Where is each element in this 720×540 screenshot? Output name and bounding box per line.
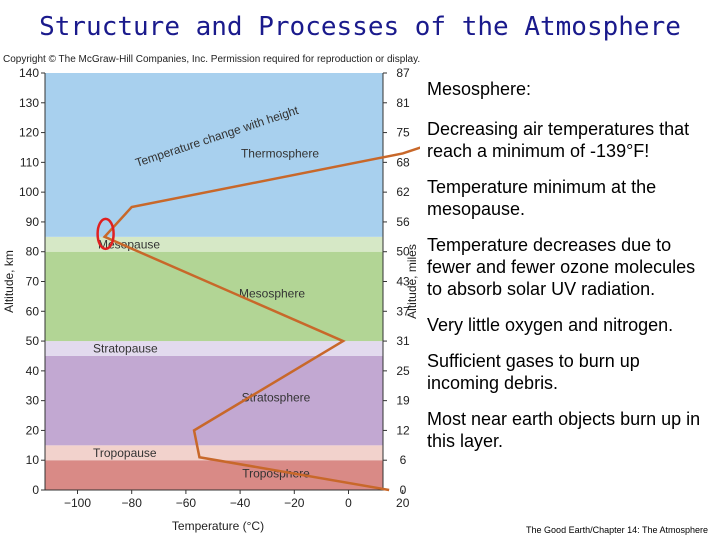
text-panel: Mesosphere: Decreasing air temperatures … <box>427 78 712 466</box>
bullet-item: Temperature decreases due to fewer and f… <box>427 235 696 299</box>
right-tick-label: 62 <box>396 185 410 199</box>
left-tick-label: 50 <box>26 334 40 348</box>
right-tick-label: 56 <box>396 215 410 229</box>
layer-band-mesosphere <box>45 251 383 342</box>
right-tick-label: 50 <box>396 245 410 259</box>
x-tick-label: −100 <box>64 496 91 510</box>
layer-label-troposphere: Troposphere <box>242 467 310 481</box>
layer-label-mesosphere: Mesosphere <box>239 286 305 300</box>
layer-label-thermosphere: Thermosphere <box>241 146 319 160</box>
left-tick-label: 120 <box>19 126 39 140</box>
slide-title: Structure and Processes of the Atmospher… <box>39 12 681 42</box>
right-tick-label: 81 <box>396 96 410 110</box>
bullet-item: Decreasing air temperatures that reach a… <box>427 119 690 161</box>
left-tick-label: 110 <box>20 155 39 169</box>
left-tick-label: 70 <box>26 275 40 289</box>
left-tick-label: 40 <box>26 364 40 378</box>
right-tick-label: 43 <box>396 275 410 289</box>
right-tick-label: 6 <box>400 453 407 467</box>
layer-band-thermosphere <box>45 73 383 237</box>
x-axis-label: Temperature (°C) <box>172 519 264 533</box>
layer-band-troposphere <box>45 460 383 490</box>
right-tick-label: 37 <box>396 304 410 318</box>
layer-band-mesopause <box>45 236 383 252</box>
right-tick-label: 12 <box>396 423 410 437</box>
layer-label-stratopause: Stratopause <box>93 342 158 356</box>
x-tick-label: 0 <box>345 496 352 510</box>
bullet-item: Very little oxygen and nitrogen. <box>427 315 674 335</box>
left-tick-label: 30 <box>26 394 40 408</box>
right-tick-label: 87 <box>396 66 410 80</box>
x-tick-label: 20 <box>396 496 410 510</box>
layer-band-tropopause <box>45 445 383 461</box>
right-tick-label: 75 <box>396 126 410 140</box>
left-tick-label: 0 <box>32 483 39 497</box>
atmosphere-diagram: Troposphere Tropopause Stratosphere Stratop… <box>2 66 420 533</box>
x-tick-label: −80 <box>122 496 143 510</box>
layer-label-stratosphere: Stratosphere <box>242 391 311 405</box>
left-tick-label: 10 <box>26 453 40 467</box>
layer-label-tropopause: Tropopause <box>93 446 157 460</box>
left-axis-label: Altitude, km <box>2 250 16 313</box>
left-tick-label: 80 <box>26 245 40 259</box>
x-tick-label: −20 <box>284 496 305 510</box>
layer-band-stratosphere <box>45 355 383 446</box>
left-tick-label: 100 <box>19 185 39 199</box>
x-tick-label: −40 <box>230 496 251 510</box>
left-tick-label: 60 <box>26 304 40 318</box>
bullet-item: Sufficient gases to burn up incoming deb… <box>427 351 640 393</box>
right-tick-label: 31 <box>396 334 410 348</box>
x-tick-label: −60 <box>176 496 197 510</box>
right-tick-label: 19 <box>396 394 410 408</box>
right-axis-label: Altitude, miles <box>405 244 419 319</box>
layer-band-stratopause <box>45 341 383 356</box>
left-axis-ticks: 0 10 20 30 40 50 60 70 80 90 100 110 120 130 140 <box>19 66 45 497</box>
x-axis-ticks: −100−80−60−40−200204060 <box>64 490 410 510</box>
left-tick-label: 140 <box>19 66 39 80</box>
right-tick-label: 68 <box>396 155 410 169</box>
footer-caption: The Good Earth/Chapter 14: The Atmospher… <box>526 525 708 535</box>
right-tick-label: 25 <box>396 364 410 378</box>
left-tick-label: 130 <box>19 96 39 110</box>
mesopause-highlight-circle <box>96 217 115 251</box>
left-tick-label: 20 <box>26 423 40 437</box>
bullet-item: Temperature minimum at the mesopause. <box>427 177 657 219</box>
bullet-item: Most near earth objects burn up in this … <box>427 409 701 451</box>
left-tick-label: 90 <box>26 215 40 229</box>
temperature-profile-line <box>102 146 420 492</box>
copyright-notice: Copyright © The McGraw-Hill Companies, I… <box>3 54 421 65</box>
section-heading: Mesosphere: <box>427 79 532 99</box>
